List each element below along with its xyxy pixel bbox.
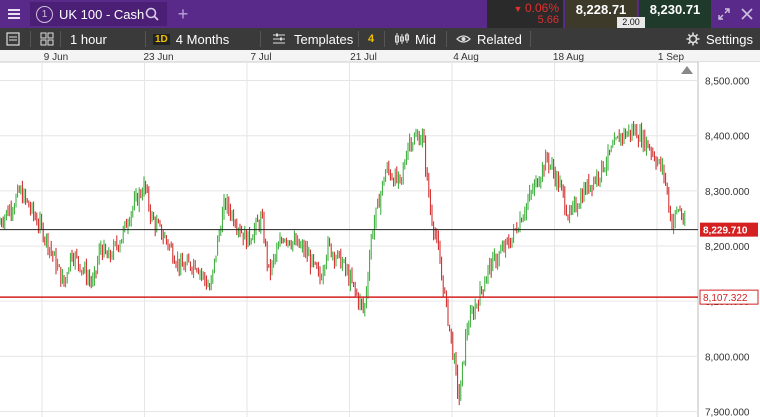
price-type-selector[interactable]: Mid <box>394 28 436 50</box>
gear-icon <box>686 32 700 46</box>
x-tick-label: 9 Jun <box>44 52 68 63</box>
panel-toggle-icon[interactable] <box>6 28 20 50</box>
daily-change: ▼ 0.06% 5.66 <box>487 0 563 28</box>
x-tick-label: 18 Aug <box>553 52 584 63</box>
current-price-label: 8,229.710 <box>703 226 748 237</box>
scroll-up-icon <box>681 66 693 74</box>
chart-toolbar: 1 hour 1D 4 Months Templates 4 Mid Relat… <box>0 28 760 50</box>
down-triangle-icon: ▼ <box>513 4 525 14</box>
change-percent: ▼ 0.06% <box>513 1 559 15</box>
buy-button[interactable]: 8,230.71 <box>639 0 711 28</box>
y-tick-label: 8,500.000 <box>705 77 750 88</box>
price-chart[interactable]: 9 Jun 23 Jun 7 Jul 21 Jul 4 Aug 18 Aug 1 Sep 8,… <box>0 50 760 417</box>
eye-icon <box>456 35 471 43</box>
studies-count[interactable]: 4 <box>368 33 375 45</box>
layout-grid-icon[interactable] <box>40 28 54 50</box>
related-label: Related <box>477 31 522 47</box>
level-label: 8,107.322 <box>703 293 748 304</box>
templates-icon <box>273 33 285 44</box>
price-type-label: Mid <box>415 31 436 47</box>
current-price-box <box>700 222 758 237</box>
date-axis-strip <box>0 50 760 62</box>
menu-icon[interactable] <box>0 0 28 28</box>
spread-value: 2.00 <box>617 17 645 28</box>
candles-icon <box>395 33 409 45</box>
search-icon[interactable] <box>145 7 159 21</box>
expand-icon[interactable] <box>717 7 731 21</box>
range-badge: 1D <box>153 33 170 45</box>
settings-label: Settings <box>706 31 753 47</box>
tab-number-badge: 1 <box>36 5 53 23</box>
buy-price: 8,230.71 <box>649 2 701 17</box>
price-axis-bg <box>698 62 760 417</box>
settings-button[interactable]: Settings <box>686 28 753 50</box>
instrument-name: UK 100 - Cash <box>59 6 145 22</box>
close-icon[interactable] <box>740 7 754 21</box>
y-tick-label: 8,400.000 <box>705 132 750 143</box>
plus-icon: + <box>177 3 189 24</box>
sell-price: 8,228.71 <box>575 2 627 17</box>
sell-button[interactable]: 8,228.71 <box>565 0 637 28</box>
x-tick-label: 4 Aug <box>453 52 479 63</box>
templates-label: Templates <box>294 31 354 47</box>
range-label: 4 Months <box>175 31 230 47</box>
y-tick-label: 8,000.000 <box>705 352 750 363</box>
x-tick-label: 7 Jul <box>250 52 271 63</box>
y-tick-label: 8,300.000 <box>705 187 750 198</box>
y-tick-label: 7,900.000 <box>705 407 750 417</box>
x-tick-label: 21 Jul <box>350 52 377 63</box>
change-points: 5.66 <box>537 14 559 26</box>
add-tab-button[interactable]: + <box>170 2 196 26</box>
instrument-tab[interactable]: 1 UK 100 - Cash <box>30 2 167 26</box>
templates-button[interactable]: Templates <box>272 28 353 50</box>
x-tick-label: 1 Sep <box>658 52 685 63</box>
y-tick-label: 8,200.000 <box>705 242 750 253</box>
top-bar: 1 UK 100 - Cash + ▼ 0.06% 5.66 8,228.71 … <box>0 0 760 28</box>
x-tick-label: 23 Jun <box>143 52 173 63</box>
related-button[interactable]: Related <box>456 28 522 50</box>
level-label-box <box>699 289 759 305</box>
range-selector[interactable]: 1D 4 Months <box>153 28 229 50</box>
interval-selector[interactable]: 1 hour <box>70 31 107 47</box>
